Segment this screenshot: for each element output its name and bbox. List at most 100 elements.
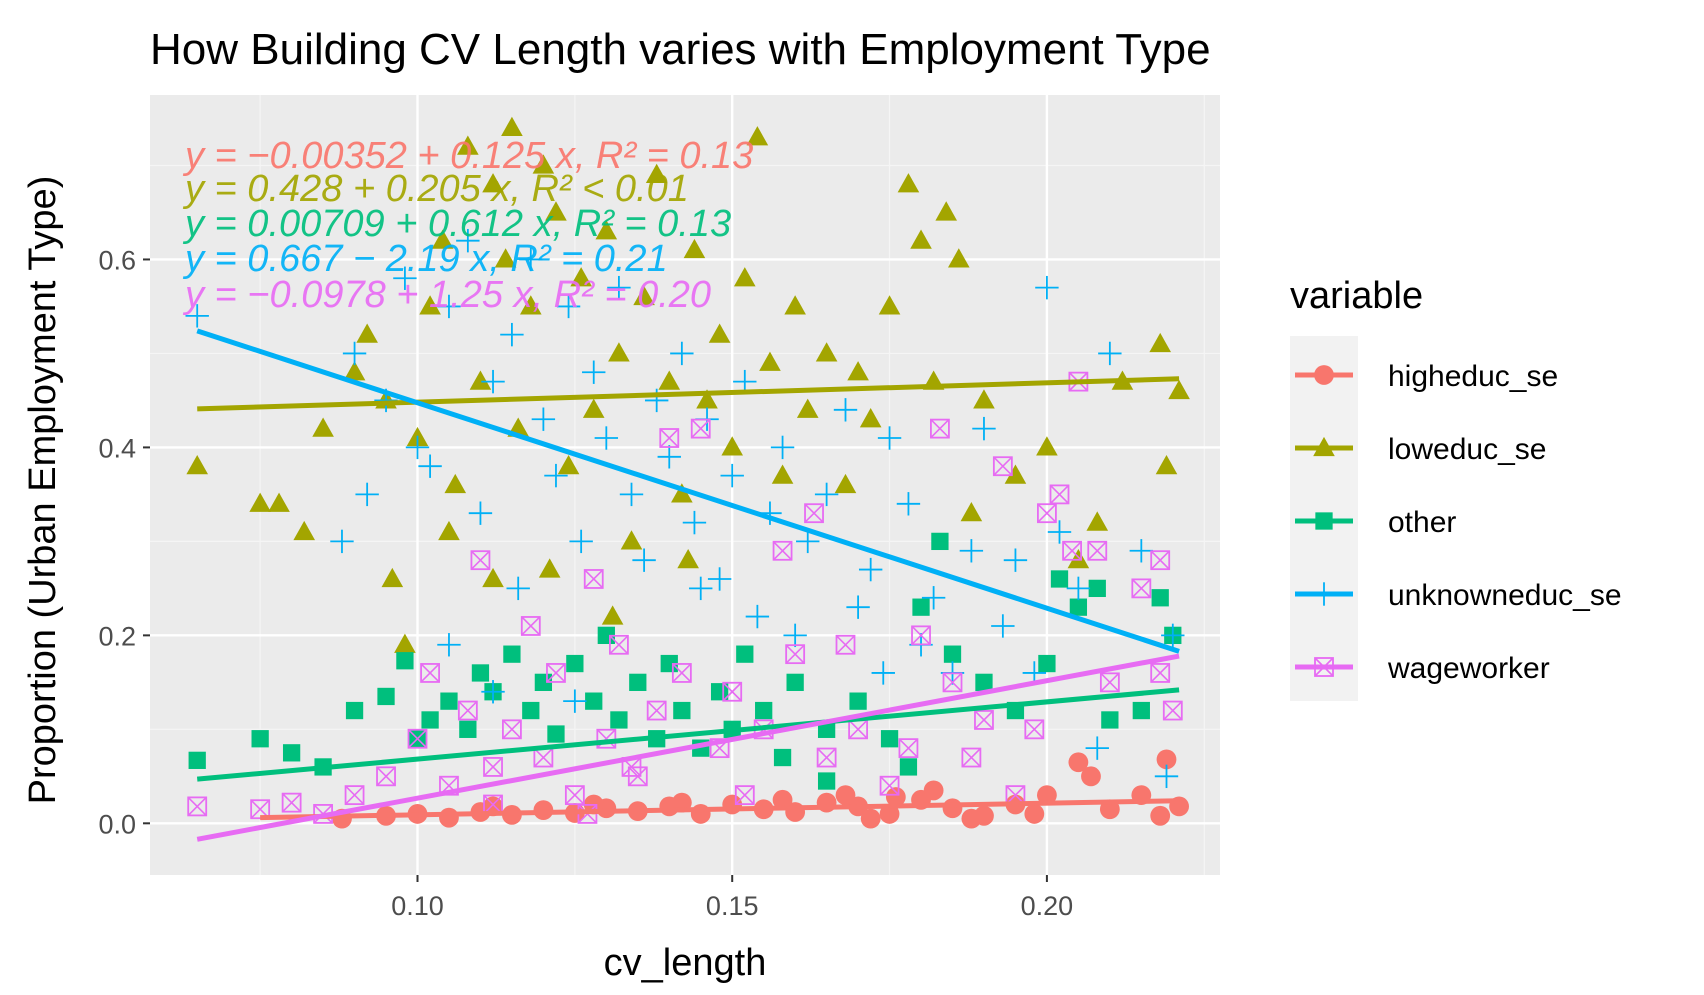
data-point-loweduc_se xyxy=(1086,511,1109,531)
data-point-loweduc_se xyxy=(620,530,643,550)
data-point-unknowneduc_se xyxy=(569,529,593,554)
data-point-loweduc_se xyxy=(771,464,794,484)
square-x-box xyxy=(1162,700,1183,721)
regression-lines xyxy=(196,328,1180,842)
data-point-loweduc_se xyxy=(557,455,580,475)
series-unknowneduc_se xyxy=(185,228,1185,789)
data-point-other xyxy=(377,687,395,706)
data-point-unknowneduc_se xyxy=(481,369,505,394)
data-point-loweduc_se xyxy=(947,248,970,268)
data-point-unknowneduc_se xyxy=(991,614,1015,638)
data-point-unknowneduc_se xyxy=(972,416,996,441)
square-x-box xyxy=(911,625,931,646)
fit-line-other xyxy=(196,687,1180,782)
data-point-unknowneduc_se xyxy=(858,557,883,582)
square-x-box xyxy=(457,700,478,721)
data-point-loweduc_se xyxy=(394,633,416,653)
data-point-loweduc_se xyxy=(343,361,366,381)
data-point-loweduc_se xyxy=(683,238,706,259)
square-x-box xyxy=(785,644,806,665)
square-x-box xyxy=(1314,657,1334,677)
square-x-box xyxy=(1131,578,1152,599)
data-point-wageworker xyxy=(407,728,428,749)
data-point-wageworker xyxy=(772,540,793,561)
data-point-wageworker xyxy=(1037,503,1057,524)
data-point-wageworker xyxy=(942,672,963,693)
data-point-other xyxy=(345,701,364,720)
square-x-box xyxy=(722,681,743,702)
square-x-box xyxy=(992,456,1013,477)
fit-line-loweduc_se xyxy=(197,376,1180,412)
square-x-diag2 xyxy=(250,799,270,819)
y-axis-title: Proportion (Urban Employment Type) xyxy=(22,176,64,805)
square-x-box xyxy=(709,738,730,759)
data-point-loweduc_se xyxy=(784,295,806,315)
data-point-other xyxy=(943,645,962,663)
data-point-unknowneduc_se xyxy=(707,567,732,591)
data-point-other xyxy=(610,711,628,729)
square-x-diag2 xyxy=(1049,484,1070,504)
data-point-other xyxy=(459,720,477,738)
data-point-wageworker xyxy=(690,418,711,439)
square-x-diag2 xyxy=(879,776,900,796)
data-point-wageworker xyxy=(1062,540,1082,561)
data-point-other xyxy=(503,645,521,663)
data-point-loweduc_se xyxy=(1168,379,1190,400)
data-point-unknowneduc_se xyxy=(657,445,681,469)
data-point-other xyxy=(755,701,773,720)
data-point-other xyxy=(547,725,565,743)
data-point-loweduc_se xyxy=(312,417,334,437)
data-point-loweduc_se xyxy=(759,351,781,371)
legend-symbol xyxy=(1312,582,1336,606)
square-x-box xyxy=(898,738,919,759)
square-x-box xyxy=(1150,663,1171,683)
square-x-diag2 xyxy=(1062,541,1082,561)
square-x-box xyxy=(344,785,365,806)
x-tick-label: 0.20 xyxy=(1021,891,1074,921)
data-point-unknowneduc_se xyxy=(1154,764,1179,789)
data-point-wageworker xyxy=(646,700,667,721)
square-x-box xyxy=(646,700,667,721)
data-point-loweduc_se xyxy=(960,502,983,522)
equation-loweduc_se: y = 0.428 + 0.205 x, R² < 0.01 xyxy=(182,168,689,210)
square-x-diag2 xyxy=(817,747,837,768)
data-point-other xyxy=(1101,711,1119,729)
data-point-unknowneduc_se xyxy=(582,360,606,384)
data-point-unknowneduc_se xyxy=(607,275,631,300)
data-point-wageworker xyxy=(520,616,541,636)
data-point-unknowneduc_se xyxy=(531,407,556,431)
data-point-loweduc_se xyxy=(519,295,542,315)
data-point-unknowneduc_se xyxy=(921,586,946,610)
data-point-loweduc_se xyxy=(633,285,655,306)
data-point-loweduc_se xyxy=(935,201,958,221)
square-x-box xyxy=(564,785,585,806)
data-point-loweduc_se xyxy=(878,295,901,315)
data-point-wageworker xyxy=(930,418,950,439)
square-x-box xyxy=(583,569,604,589)
data-point-loweduc_se xyxy=(482,567,504,588)
data-point-other xyxy=(585,692,603,710)
data-point-other xyxy=(629,673,647,691)
fit-line-higheduc_se xyxy=(260,798,1180,821)
data-point-loweduc_se xyxy=(494,248,517,268)
square-x-diag2 xyxy=(942,672,963,692)
data-point-other xyxy=(880,730,899,748)
square-x-box xyxy=(734,785,755,806)
data-point-loweduc_se xyxy=(431,229,454,249)
square-x-diag2 xyxy=(1037,503,1057,523)
square-x-box xyxy=(1037,503,1057,524)
data-point-unknowneduc_se xyxy=(456,228,480,253)
data-point-higheduc_se xyxy=(835,785,856,806)
data-point-loweduc_se xyxy=(601,605,624,625)
data-point-higheduc_se xyxy=(1068,752,1089,773)
square-x-diag2 xyxy=(974,710,994,730)
square-x-box xyxy=(520,616,541,636)
data-point-wageworker xyxy=(457,700,478,721)
square-x-diag2 xyxy=(565,785,585,805)
data-point-unknowneduc_se xyxy=(1098,341,1122,366)
equation-unknowneduc_se: y = 0.667 − 2.19 x, R² = 0.21 xyxy=(182,238,668,280)
data-point-unknowneduc_se xyxy=(500,322,524,347)
data-point-unknowneduc_se xyxy=(1161,623,1185,648)
square-x-box xyxy=(1062,540,1082,561)
